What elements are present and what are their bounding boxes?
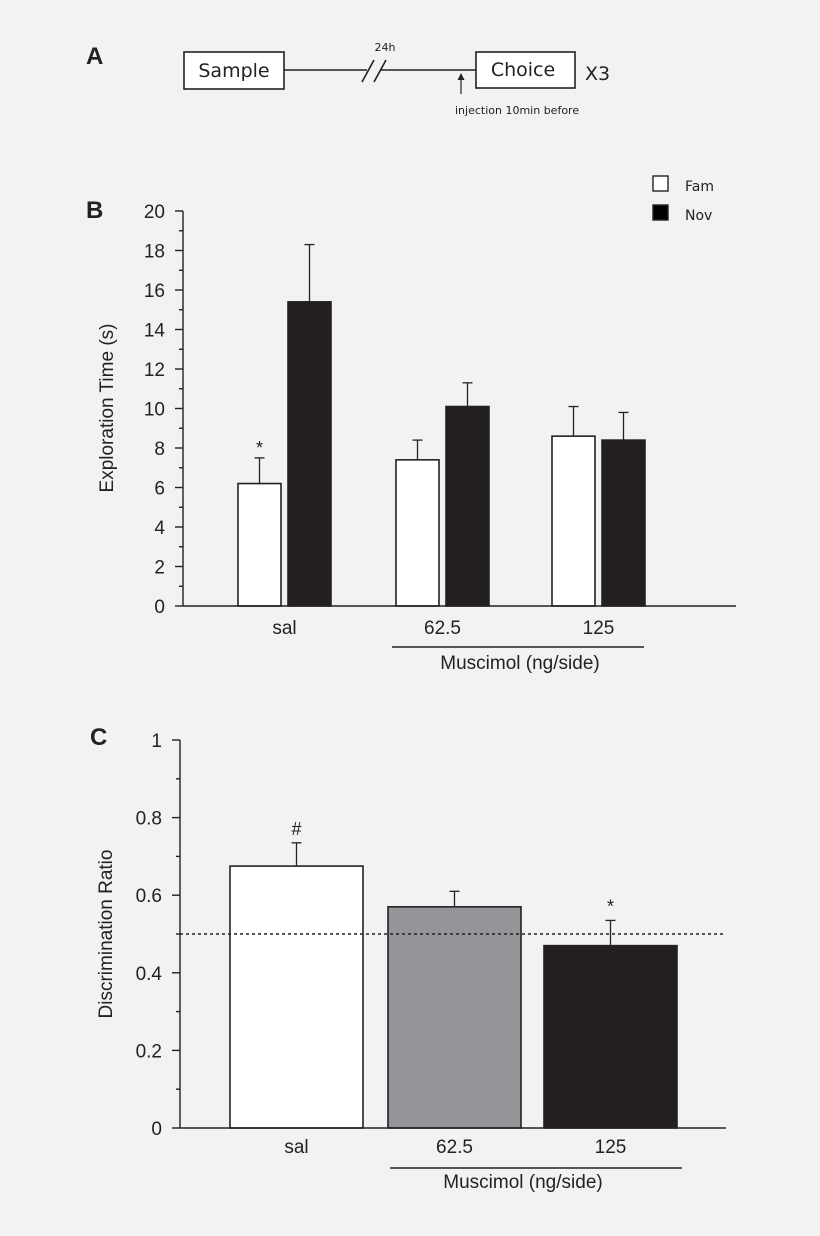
legend-fam-label: Fam	[685, 179, 714, 195]
panel-b-letter: B	[86, 197, 103, 224]
bar-nov-sal	[287, 301, 332, 607]
y-tick-label: 0	[154, 597, 165, 618]
y-axis-c: 0 0.2 0.4 0.6 0.8 1	[136, 731, 181, 1140]
significance-mark: *	[256, 438, 263, 458]
legend-nov-swatch	[652, 204, 669, 221]
chart-b: B Fam Nov 0 2 4 6 8 10 12 14 16 18 20 * sal 62.5 125…	[86, 175, 736, 674]
x-tick-label: sal	[284, 1137, 308, 1158]
bar-nov-125	[601, 439, 646, 607]
break-mark-2	[373, 59, 387, 83]
y-tick-label: 20	[144, 202, 165, 223]
bar-sal	[229, 865, 364, 1129]
y-tick-label: 0.4	[136, 964, 163, 985]
injection-label: injection 10min before	[455, 104, 579, 117]
panel-a: A Sample 24h injection 10min before Choi…	[86, 41, 610, 117]
legend-nov-label: Nov	[685, 208, 712, 224]
x-tick-label: 125	[595, 1137, 627, 1158]
x-labels-c: sal 62.5 125	[284, 1137, 626, 1158]
x-tick-label: 125	[583, 618, 615, 639]
legend-fam-swatch	[652, 175, 669, 192]
y-tick-label: 14	[144, 321, 166, 342]
bar-62.5	[387, 906, 522, 1129]
break-mark-1	[361, 59, 375, 83]
y-tick-label: 16	[144, 281, 165, 302]
bar-fam-125	[551, 435, 596, 607]
repeat-label: X3	[585, 63, 610, 85]
y-tick-label: 6	[154, 479, 165, 500]
y-tick-label: 8	[154, 439, 165, 460]
y-tick-label: 1	[151, 731, 162, 752]
x-tick-label: 62.5	[436, 1137, 473, 1158]
significance-mark: #	[291, 819, 301, 839]
y-tick-label: 10	[144, 400, 165, 421]
bar-nov-62.5	[445, 405, 490, 607]
bar-125	[543, 944, 678, 1129]
y-tick-label: 2	[154, 558, 165, 579]
y-axis-title-b: Exploration Time (s)	[97, 324, 118, 493]
injection-arrow-head	[457, 73, 465, 80]
significance-mark: *	[607, 896, 614, 916]
x-labels-b: sal 62.5 125	[272, 618, 614, 639]
y-tick-label: 12	[144, 360, 165, 381]
group-label-b: Muscimol (ng/side)	[440, 653, 599, 674]
y-tick-label: 4	[154, 518, 165, 539]
y-axis-title-c: Discrimination Ratio	[96, 850, 117, 1019]
y-axis-b: 0 2 4 6 8 10 12 14 16 18 20	[144, 202, 184, 618]
sample-label: Sample	[198, 60, 269, 82]
x-tick-label: sal	[272, 618, 296, 639]
y-tick-label: 0	[151, 1119, 162, 1140]
choice-box	[475, 51, 576, 89]
delay-label: 24h	[375, 41, 396, 54]
legend-b: Fam Nov	[652, 175, 714, 224]
bars-b: *	[237, 243, 646, 607]
y-tick-label: 0.6	[136, 886, 162, 907]
x-tick-label: 62.5	[424, 618, 461, 639]
sample-box	[183, 51, 285, 90]
group-label-c: Muscimol (ng/side)	[443, 1172, 602, 1193]
y-tick-label: 0.8	[136, 809, 162, 830]
y-tick-label: 18	[144, 242, 165, 263]
bar-fam-sal	[237, 482, 282, 607]
chart-c: C 00.20.40.60.81 #* sal 62.5 125 Muscimol …	[90, 724, 726, 1193]
panel-c-letter: C	[90, 724, 107, 751]
bar-fam-62.5	[395, 459, 440, 607]
panel-a-letter: A	[86, 43, 103, 70]
choice-label: Choice	[491, 59, 555, 81]
bars-c: #*	[180, 819, 724, 1129]
y-tick-label: 0.2	[136, 1041, 162, 1062]
